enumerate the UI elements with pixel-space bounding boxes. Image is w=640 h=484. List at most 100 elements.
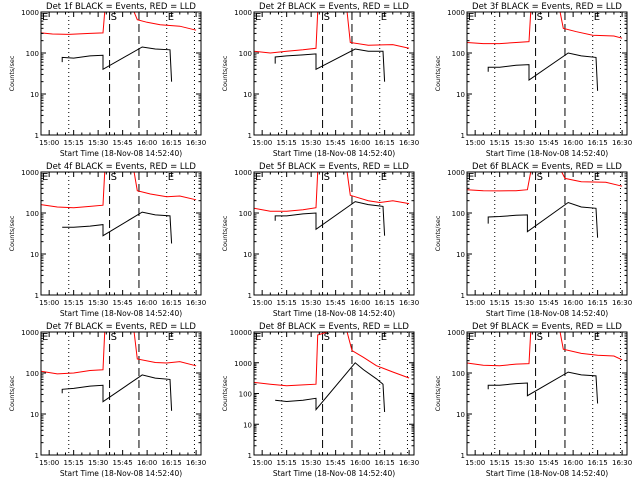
plot-frame: [253, 331, 415, 456]
x-tick-label: 16:15: [588, 299, 608, 307]
interval-marker-label: E: [255, 332, 261, 343]
x-axis-label: Start Time (18-Nov-08 14:52:40): [486, 309, 608, 318]
interval-marker-label: E: [468, 172, 474, 183]
x-tick-label: 16:00: [137, 139, 157, 147]
interval-marker-label: E: [42, 172, 48, 183]
x-tick-label: 15:30: [514, 459, 534, 467]
x-tick-label: 16:00: [350, 299, 370, 307]
y-tick-label: 10: [243, 421, 252, 429]
y-tick-label: 1000: [234, 9, 252, 17]
interval-marker-label: S: [324, 172, 330, 183]
y-tick-label: 1000: [447, 169, 465, 177]
y-tick-label: 100: [26, 370, 39, 378]
x-tick-label: 15:15: [490, 299, 510, 307]
x-tick-label: 15:00: [252, 299, 272, 307]
x-tick-label: 16:00: [350, 139, 370, 147]
chart-svg: Det 8f BLACK = Events, RED = LLD Counts/s…: [221, 322, 419, 478]
y-tick-label: 1000: [447, 329, 465, 337]
x-tick-label: 15:30: [301, 139, 321, 147]
interval-marker-label: E: [594, 172, 600, 183]
chart-svg: Det 1f BLACK = Events, RED = LLD Counts/s…: [8, 2, 206, 158]
x-tick-label: 16:15: [588, 139, 608, 147]
events-series-line: [274, 201, 386, 236]
y-tick-label: 10: [456, 91, 465, 99]
y-tick-label: 1000: [21, 169, 39, 177]
x-tick-label: 15:15: [490, 459, 510, 467]
y-tick-label: 1: [461, 292, 465, 300]
x-axis-label: Start Time (18-Nov-08 14:52:40): [486, 469, 608, 478]
x-tick-label: 16:15: [162, 459, 182, 467]
y-tick-label: 1000: [447, 9, 465, 17]
plot-frame: [253, 171, 415, 296]
x-axis-label: Start Time (18-Nov-08 14:52:40): [273, 469, 395, 478]
chart-svg: Det 2f BLACK = Events, RED = LLD Counts/s…: [221, 2, 419, 158]
y-tick-label: 1000: [21, 329, 39, 337]
interval-marker-label: E: [468, 12, 474, 23]
x-tick-label: 16:15: [375, 299, 395, 307]
x-tick-label: 16:30: [186, 299, 206, 307]
chart-panel: Det 1f BLACK = Events, RED = LLD Counts/s…: [0, 0, 213, 160]
chart-panel: Det 4f BLACK = Events, RED = LLD Counts/s…: [0, 160, 213, 320]
chart-title: Det 5f BLACK = Events, RED = LLD: [259, 162, 409, 172]
x-tick-label: 15:15: [64, 459, 84, 467]
y-axis-label: Counts/sec: [8, 375, 16, 411]
y-tick-label: 1000: [21, 9, 39, 17]
x-tick-label: 15:15: [64, 299, 84, 307]
interval-marker-label: S: [111, 12, 117, 23]
y-axis-label: Counts/sec: [8, 215, 16, 251]
x-axis-label: Start Time (18-Nov-08 14:52:40): [273, 309, 395, 318]
y-tick-label: 10: [243, 91, 252, 99]
x-tick-label: 15:45: [113, 139, 133, 147]
chart-title: Det 2f BLACK = Events, RED = LLD: [259, 2, 409, 12]
x-tick-label: 15:45: [539, 459, 559, 467]
x-tick-label: 16:15: [588, 459, 608, 467]
interval-marker-label: S: [537, 332, 543, 343]
x-tick-label: 15:15: [490, 139, 510, 147]
x-tick-label: 15:30: [514, 139, 534, 147]
chart-panel: Det 3f BLACK = Events, RED = LLD Counts/s…: [426, 0, 639, 160]
chart-title: Det 1f BLACK = Events, RED = LLD: [46, 2, 196, 12]
interval-marker-label: E: [594, 332, 600, 343]
chart-title: Det 3f BLACK = Events, RED = LLD: [472, 2, 622, 12]
y-tick-label: 100: [239, 391, 252, 399]
y-tick-label: 1: [35, 452, 39, 460]
events-series-line: [62, 211, 173, 244]
x-tick-label: 16:30: [399, 299, 419, 307]
x-tick-label: 15:00: [465, 299, 485, 307]
x-tick-label: 15:45: [326, 139, 346, 147]
y-tick-label: 10: [30, 91, 39, 99]
plot-frame: [40, 331, 202, 456]
x-tick-label: 16:15: [162, 139, 182, 147]
x-tick-label: 15:45: [326, 299, 346, 307]
y-axis-label: Counts/sec: [8, 55, 16, 91]
x-tick-label: 15:45: [326, 459, 346, 467]
x-tick-label: 16:00: [563, 459, 583, 467]
y-axis-label: Counts/sec: [221, 55, 229, 91]
events-series-line: [487, 52, 599, 91]
y-tick-label: 1: [248, 292, 252, 300]
interval-marker-label: S: [537, 172, 543, 183]
chart-title: Det 9f BLACK = Events, RED = LLD: [472, 322, 622, 332]
chart-title: Det 7f BLACK = Events, RED = LLD: [46, 322, 196, 332]
chart-svg: Det 4f BLACK = Events, RED = LLD Counts/s…: [8, 162, 206, 318]
y-axis-label: Counts/sec: [221, 215, 229, 251]
x-tick-label: 16:30: [612, 459, 632, 467]
plot-frame: [466, 11, 628, 136]
events-series-line: [61, 46, 173, 82]
chart-title: Det 6f BLACK = Events, RED = LLD: [472, 162, 622, 172]
chart-panel: Det 5f BLACK = Events, RED = LLD Counts/s…: [213, 160, 426, 320]
x-tick-label: 15:00: [252, 459, 272, 467]
y-axis-label: Counts/sec: [221, 375, 229, 411]
interval-marker-label: S: [324, 12, 330, 23]
x-tick-label: 15:00: [39, 299, 59, 307]
y-tick-label: 100: [452, 370, 465, 378]
y-tick-label: 100: [452, 50, 465, 58]
chart-title: Det 4f BLACK = Events, RED = LLD: [46, 162, 196, 172]
interval-marker-label: E: [42, 12, 48, 23]
interval-marker-label: E: [255, 12, 261, 23]
plot-frame: [466, 171, 628, 296]
x-tick-label: 15:30: [514, 299, 534, 307]
events-series-line: [275, 362, 386, 413]
x-tick-label: 16:15: [375, 139, 395, 147]
